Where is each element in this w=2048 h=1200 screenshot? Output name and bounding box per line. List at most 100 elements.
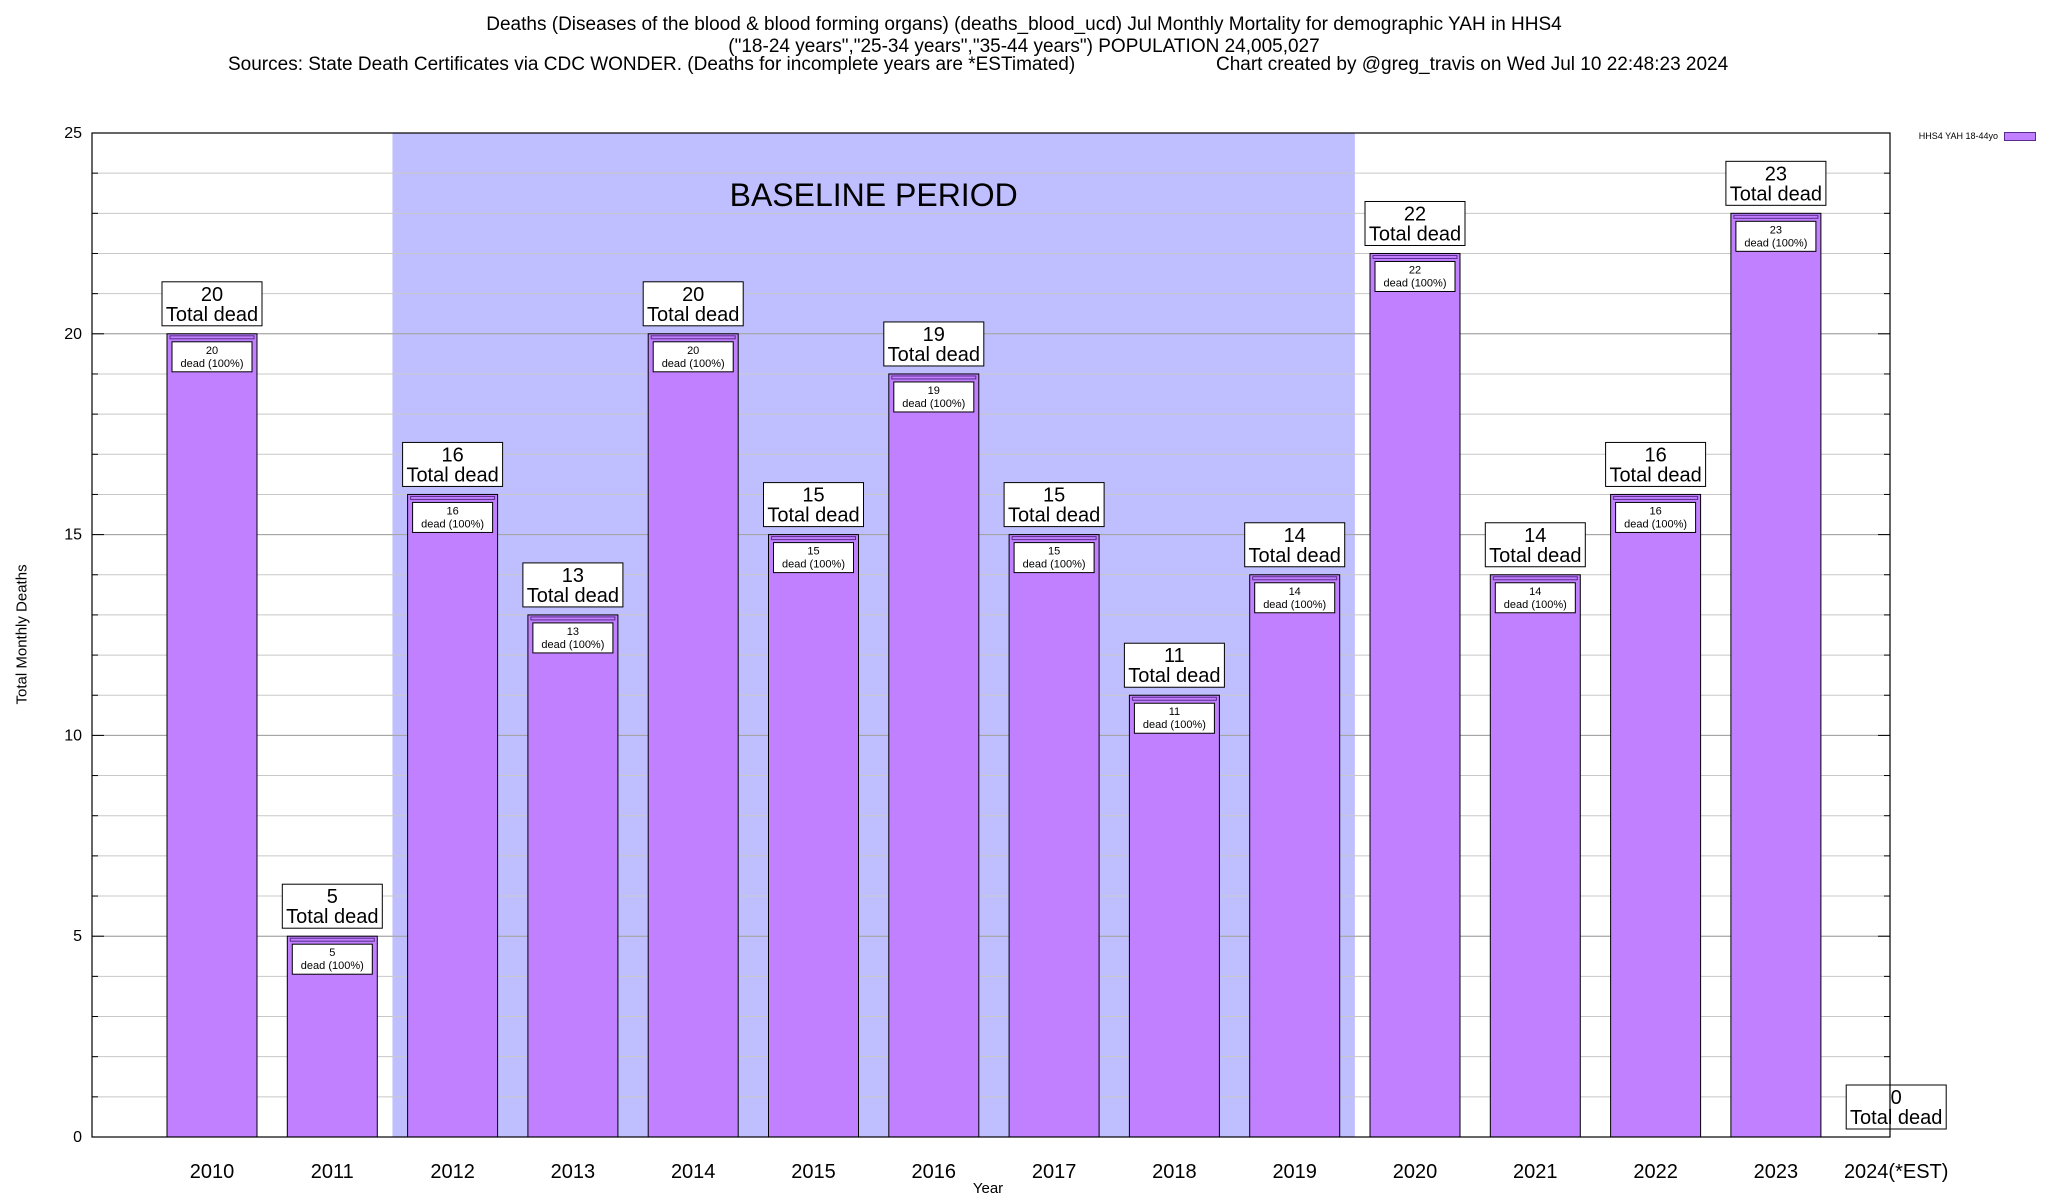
bar-inner-label: dead (100%): [782, 559, 845, 571]
bar-inner-value: 11: [1169, 706, 1180, 718]
bar-total-label-box: [281, 883, 383, 929]
bar-total-value: 22: [1404, 203, 1426, 225]
bar-inner-label: dead (100%): [1744, 237, 1807, 249]
bar-total-label: Total dead: [166, 304, 258, 326]
x-tick-label: 2019: [1272, 1161, 1317, 1183]
bar-top-edge: [1733, 214, 1819, 219]
bar-total-value: 15: [802, 485, 824, 507]
bar-inner-value: 16: [1649, 505, 1661, 517]
bar-top-edge: [1372, 254, 1458, 259]
bar-top-edge: [1252, 576, 1338, 581]
bar-inner-value: 16: [446, 505, 458, 517]
bar-top-edge: [1131, 696, 1217, 701]
bar-top-edge: [1011, 536, 1097, 541]
y-tick-label: 20: [64, 326, 82, 343]
x-tick-label: 2014: [671, 1161, 716, 1183]
chart-legend: HHS4 YAH 18-44yo: [1919, 131, 2036, 141]
bar: [1369, 252, 1461, 1138]
bar-inner-value: 5: [329, 947, 335, 959]
bar-total-value: 16: [1644, 444, 1666, 466]
bar: [1489, 574, 1581, 1138]
x-tick-label: 2023: [1754, 1161, 1799, 1183]
bar-total-value: 0: [1891, 1087, 1902, 1109]
bar-total-value: 23: [1765, 163, 1787, 185]
x-axis-label: Year: [972, 1180, 1004, 1197]
bar-inner-value: 23: [1770, 224, 1782, 236]
bar-inner-label-box: [291, 943, 373, 975]
chart-subtitle: ("18-24 years","25-34 years","35-44 year…: [728, 36, 1320, 57]
bar: [527, 614, 619, 1138]
bar-total-label: Total dead: [1850, 1107, 1942, 1129]
bar-inner-label: dead (100%): [421, 518, 484, 530]
y-tick-label: 25: [64, 125, 82, 142]
bar-total-label-box: [1244, 522, 1346, 568]
bar-total-label-box: [522, 562, 624, 608]
bar-inner-label-box: [1615, 501, 1697, 533]
bar-inner-value: 13: [567, 626, 579, 638]
bar-inner-value: 22: [1409, 264, 1421, 276]
legend-label: HHS4 YAH 18-44yo: [1918, 131, 1998, 141]
bar-total-value: 14: [1524, 525, 1546, 547]
bar-total-label: Total dead: [888, 344, 980, 366]
bar-total-label-box: [402, 441, 504, 487]
chart-title-block: Deaths (Diseases of the blood & blood fo…: [0, 14, 2048, 58]
bar-inner-label-box: [1013, 542, 1095, 574]
bar-top-edge: [530, 616, 616, 621]
bar-total-label-box: [883, 321, 985, 367]
bar-total-label-box: [1364, 200, 1466, 246]
y-tick-label: 15: [64, 527, 82, 544]
bar-total-label-box: [1605, 441, 1707, 487]
bar-total-value: 20: [682, 284, 704, 306]
x-tick-label: 2016: [912, 1161, 957, 1183]
bar-total-value: 11: [1164, 645, 1185, 667]
bar: [1008, 534, 1100, 1138]
bar-total-label: Total dead: [286, 906, 378, 928]
bar-total-label: Total dead: [406, 464, 498, 486]
bar: [407, 493, 499, 1138]
bar-inner-value: 19: [928, 385, 940, 397]
bar-total-value: 15: [1043, 485, 1065, 507]
bar-total-label-box: [1123, 642, 1225, 688]
bar-total-label-box: [1003, 482, 1105, 528]
bar-inner-label: dead (100%): [301, 960, 364, 972]
chart-title: Deaths (Diseases of the blood & blood fo…: [486, 14, 1562, 35]
x-tick-label: 2010: [190, 1161, 235, 1183]
bar-inner-label-box: [652, 341, 734, 373]
bar: [1730, 212, 1822, 1138]
bar-inner-label: dead (100%): [1023, 559, 1086, 571]
bar-total-label-box: [763, 482, 864, 528]
bar-total-label-box: [161, 281, 263, 327]
y-axis-label: Total Monthly Deaths: [13, 564, 31, 705]
bar-inner-label: dead (100%): [662, 358, 725, 370]
chart-source-note: Sources: State Death Certificates via CD…: [228, 54, 1076, 75]
bar: [1128, 694, 1220, 1138]
bar-top-edge: [410, 495, 496, 500]
bar-total-value: 5: [327, 886, 338, 908]
bar-total-label: Total dead: [1730, 183, 1822, 205]
bar-top-edge: [289, 937, 375, 942]
bar-inner-value: 15: [807, 546, 819, 558]
bar: [768, 534, 859, 1138]
bar-top-edge: [1492, 576, 1578, 581]
bar-inner-label: dead (100%): [1143, 719, 1206, 731]
bar-inner-label-box: [1374, 260, 1456, 292]
bar-top-edge: [771, 536, 856, 541]
bar: [1249, 574, 1341, 1138]
bar-total-label: Total dead: [647, 304, 739, 326]
x-tick-label: 2015: [791, 1161, 836, 1183]
bar-total-label: Total dead: [1489, 545, 1581, 567]
bar-total-label: Total dead: [1609, 464, 1701, 486]
bar-total-label-box: [642, 281, 744, 327]
bar-inner-value: 14: [1289, 586, 1301, 598]
chart-credit: Chart created by @greg_travis on Wed Jul…: [1216, 54, 1729, 75]
x-tick-label: 2011: [311, 1161, 354, 1183]
bar-total-value: 14: [1284, 525, 1306, 547]
bar-total-label: Total dead: [1008, 505, 1100, 527]
bar-total-value: 20: [201, 284, 223, 306]
x-tick-label: 2012: [430, 1161, 475, 1183]
bar-inner-label: dead (100%): [902, 398, 965, 410]
bar-total-value: 13: [562, 565, 584, 587]
bar-top-edge: [1613, 495, 1699, 500]
bar-inner-label-box: [532, 622, 614, 654]
